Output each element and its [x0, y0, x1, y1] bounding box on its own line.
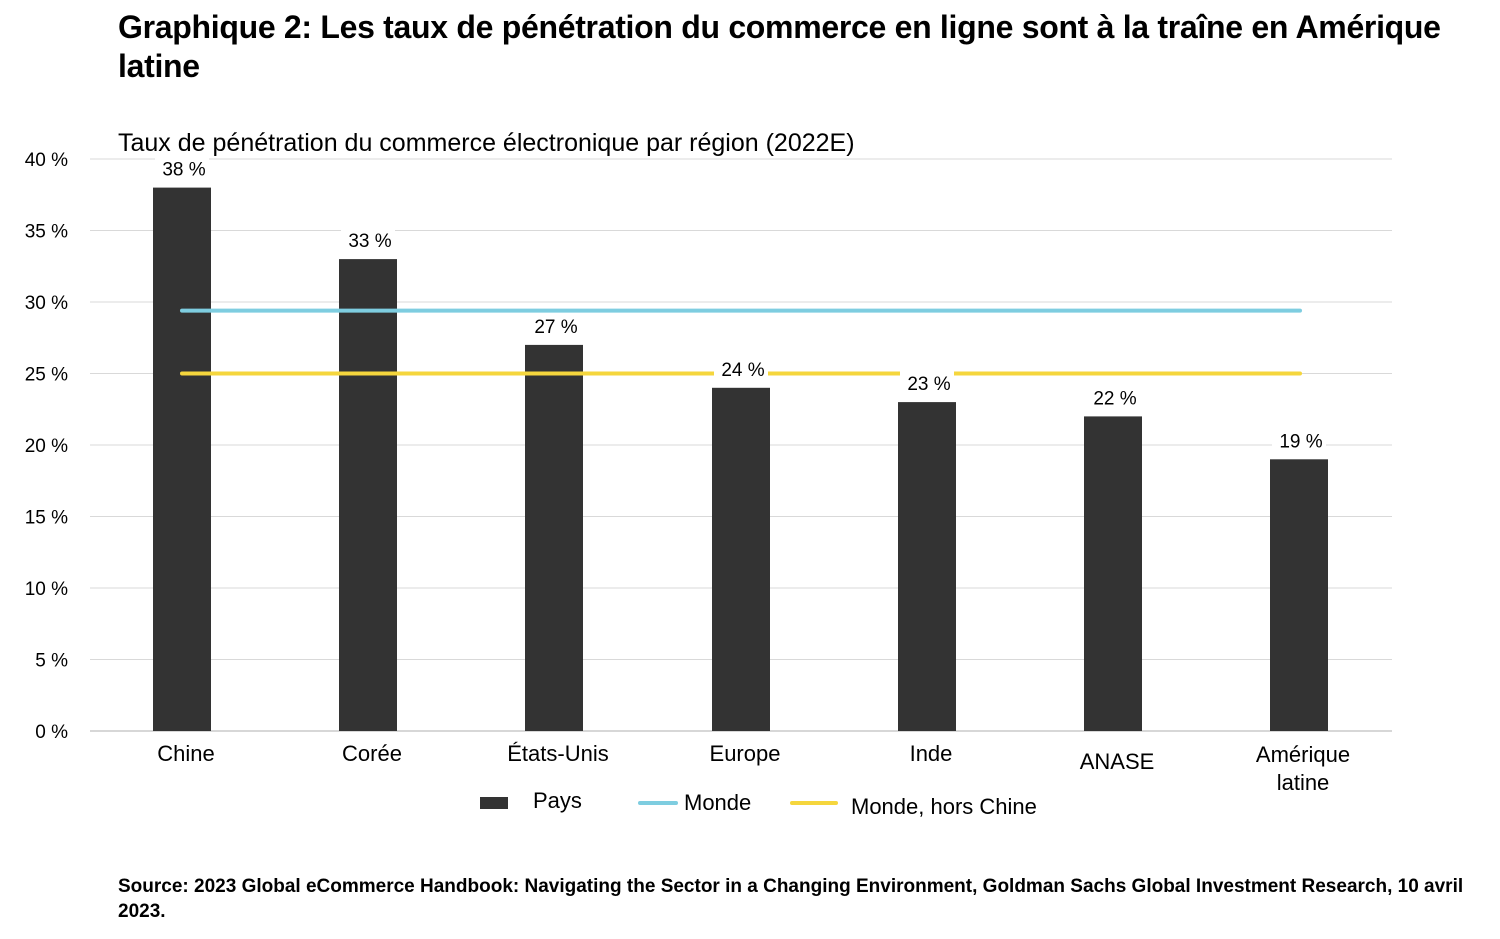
data-label-background	[1272, 428, 1326, 455]
y-tick-label: 30 %	[25, 293, 68, 314]
bar	[1270, 459, 1328, 731]
bar	[712, 387, 770, 731]
data-label: 22 %	[1093, 388, 1136, 409]
data-label-background	[1086, 385, 1140, 412]
x-tick-label: Chine	[157, 741, 214, 766]
x-tick-label: ANASE	[1080, 749, 1155, 774]
data-label: 33 %	[348, 231, 391, 252]
y-tick-label: 0 %	[35, 722, 68, 743]
x-tick-label: États-Unis	[507, 741, 608, 766]
chart-title: Taux de pénétration du commerce électron…	[118, 129, 855, 157]
y-tick-label: 40 %	[25, 150, 68, 171]
source-note: Source: 2023 Global eCommerce Handbook: …	[118, 876, 1464, 922]
y-tick-label: 10 %	[25, 579, 68, 600]
x-axis: Chine Corée États-Unis Europe Inde ANASE Améri…	[157, 741, 1350, 795]
y-tick-label: 15 %	[25, 508, 68, 529]
data-label: 19 %	[1279, 431, 1322, 452]
y-tick-label: 25 %	[25, 365, 68, 386]
x-tick-label: Inde	[910, 741, 953, 766]
data-label-background	[900, 371, 954, 398]
y-tick-label: 35 %	[25, 222, 68, 243]
bar	[1084, 416, 1142, 731]
data-label: 38 %	[162, 160, 205, 181]
legend-label-monde: Monde	[684, 790, 751, 815]
data-label-background	[527, 313, 581, 340]
x-tick-label: Europe	[710, 741, 781, 766]
bar	[153, 187, 211, 732]
bar	[525, 344, 583, 731]
data-label: 27 %	[534, 317, 577, 338]
y-tick-label: 5 %	[35, 651, 68, 672]
data-label-background	[155, 156, 209, 183]
y-tick-label: 20 %	[25, 436, 68, 457]
bars	[153, 187, 1328, 732]
main-title: Graphique 2: Les taux de pénétration du …	[118, 9, 1441, 84]
bar	[339, 259, 397, 731]
x-tick-label: Amérique latine	[1256, 742, 1350, 795]
data-label-background	[341, 228, 395, 255]
data-labels: 38 % 33 % 27 % 24 % 23 % 22 % 19 %	[155, 156, 1326, 455]
legend: Pays Monde Monde, hors Chine	[480, 788, 1037, 819]
data-label-background	[714, 356, 768, 383]
data-label: 24 %	[721, 360, 764, 381]
legend-label-monde-hors-chine: Monde, hors Chine	[851, 794, 1037, 819]
legend-swatch-pays	[480, 797, 508, 809]
y-axis: 0 % 5 % 10 % 15 % 20 % 25 % 30 % 35 % 40 %	[25, 150, 68, 743]
bar	[898, 402, 956, 731]
x-tick-label: Corée	[342, 741, 402, 766]
data-label: 23 %	[907, 374, 950, 395]
legend-label-pays: Pays	[533, 788, 582, 813]
